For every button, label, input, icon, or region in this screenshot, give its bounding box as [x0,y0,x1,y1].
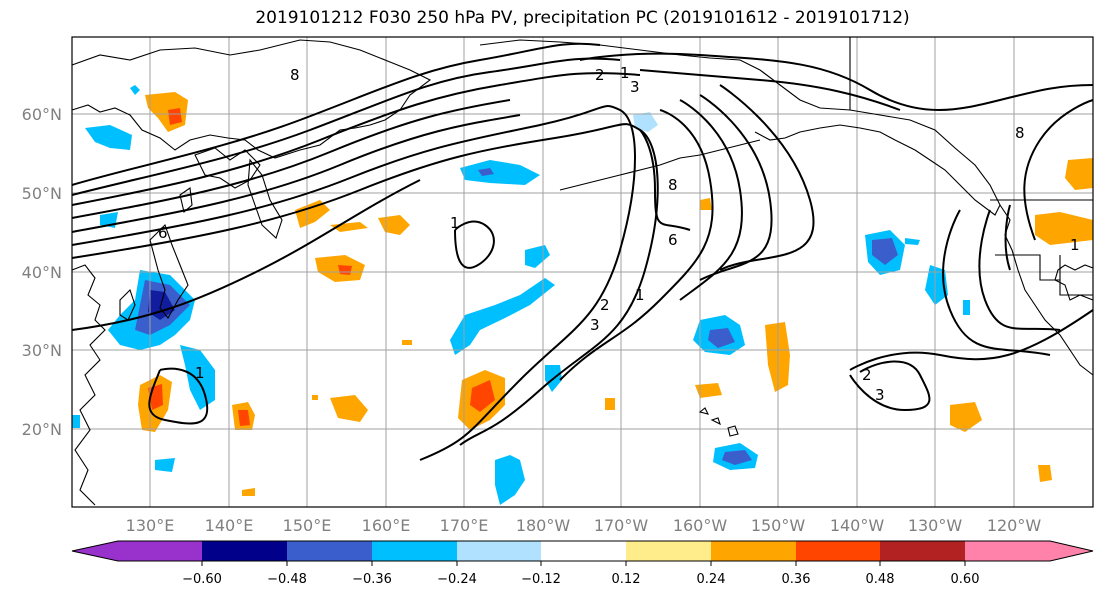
map-title: 2019101212 F030 250 hPa PV, precipitatio… [255,8,910,28]
lat-label: 40°N [22,263,62,282]
lon-label: 150°W [751,516,806,535]
colorbar-tick-label: −0.24 [437,572,477,587]
contour-label: 1 [635,286,645,304]
lon-label: 150°E [283,516,332,535]
contour-label: 2 [595,66,605,84]
colorbar-tick-label: 0.24 [697,572,726,587]
colorbar-segment [457,541,541,561]
contour-label: 2 [862,366,872,384]
colorbar-segment [965,541,1050,561]
colorbar-segment [118,541,203,561]
contour-label: 2 [600,296,610,314]
colorbar-segment [541,541,626,561]
map-frame [71,36,1094,508]
latitude-labels: 60°N 50°N 40°N 30°N 20°N [22,105,62,439]
colorbar-tick-label: −0.12 [521,572,561,587]
contour-label: 8 [668,176,678,194]
colorbar-segment [72,541,118,561]
contour-label: 1 [620,64,630,82]
precipitation-shading [72,85,1093,505]
lon-label: 160°W [673,516,728,535]
lon-label: 130°E [126,516,175,535]
lon-label: 170°E [440,516,489,535]
colorbar-tick-label: −0.36 [352,572,392,587]
colorbar-segment [880,541,965,561]
colorbar-segment [372,541,457,561]
lon-label: 140°W [830,516,885,535]
contour-label: 3 [590,316,600,334]
colorbar-tick-label: 0.12 [612,572,641,587]
contour-label: 1 [1070,236,1080,254]
contour-label: 3 [875,386,885,404]
contour-label: 8 [290,66,300,84]
colorbar: −0.60 −0.48 −0.36 −0.24 −0.12 0.12 0.24 … [71,540,1094,587]
pv-contours [71,42,1094,461]
colorbar-segment [287,541,372,561]
lon-label: 120°W [987,516,1042,535]
contour-label: 3 [630,78,640,96]
lon-label: 140°E [205,516,254,535]
colorbar-segment [626,541,711,561]
colorbar-tick-label: 0.60 [951,572,980,587]
lat-label: 60°N [22,105,62,124]
lat-label: 50°N [22,184,62,203]
lat-label: 20°N [22,420,62,439]
contour-label: 8 [1015,124,1025,142]
contour-label: 1 [195,364,205,382]
lat-label: 30°N [22,341,62,360]
longitude-labels: 130°E 140°E 150°E 160°E 170°E 180°W 170°… [126,516,1042,535]
colorbar-segment [796,541,880,561]
colorbar-segment [1050,541,1093,561]
colorbar-tick-label: 0.36 [782,572,811,587]
contour-label: 1 [450,214,460,232]
colorbar-tick-label: 0.48 [866,572,895,587]
pv-contour-labels: 8 1 2 3 1 8 6 1 2 3 6 8 1 2 3 1 [158,64,1080,404]
lon-label: 180°W [516,516,571,535]
colorbar-tick-label: −0.60 [182,572,222,587]
colorbar-tick-label: −0.48 [267,572,307,587]
contour-label: 6 [158,224,168,242]
lon-label: 160°E [362,516,411,535]
contour-label: 6 [668,231,678,249]
colorbar-segment [711,541,796,561]
colorbar-segment [202,541,287,561]
lon-label: 130°W [908,516,963,535]
lon-label: 170°W [594,516,649,535]
